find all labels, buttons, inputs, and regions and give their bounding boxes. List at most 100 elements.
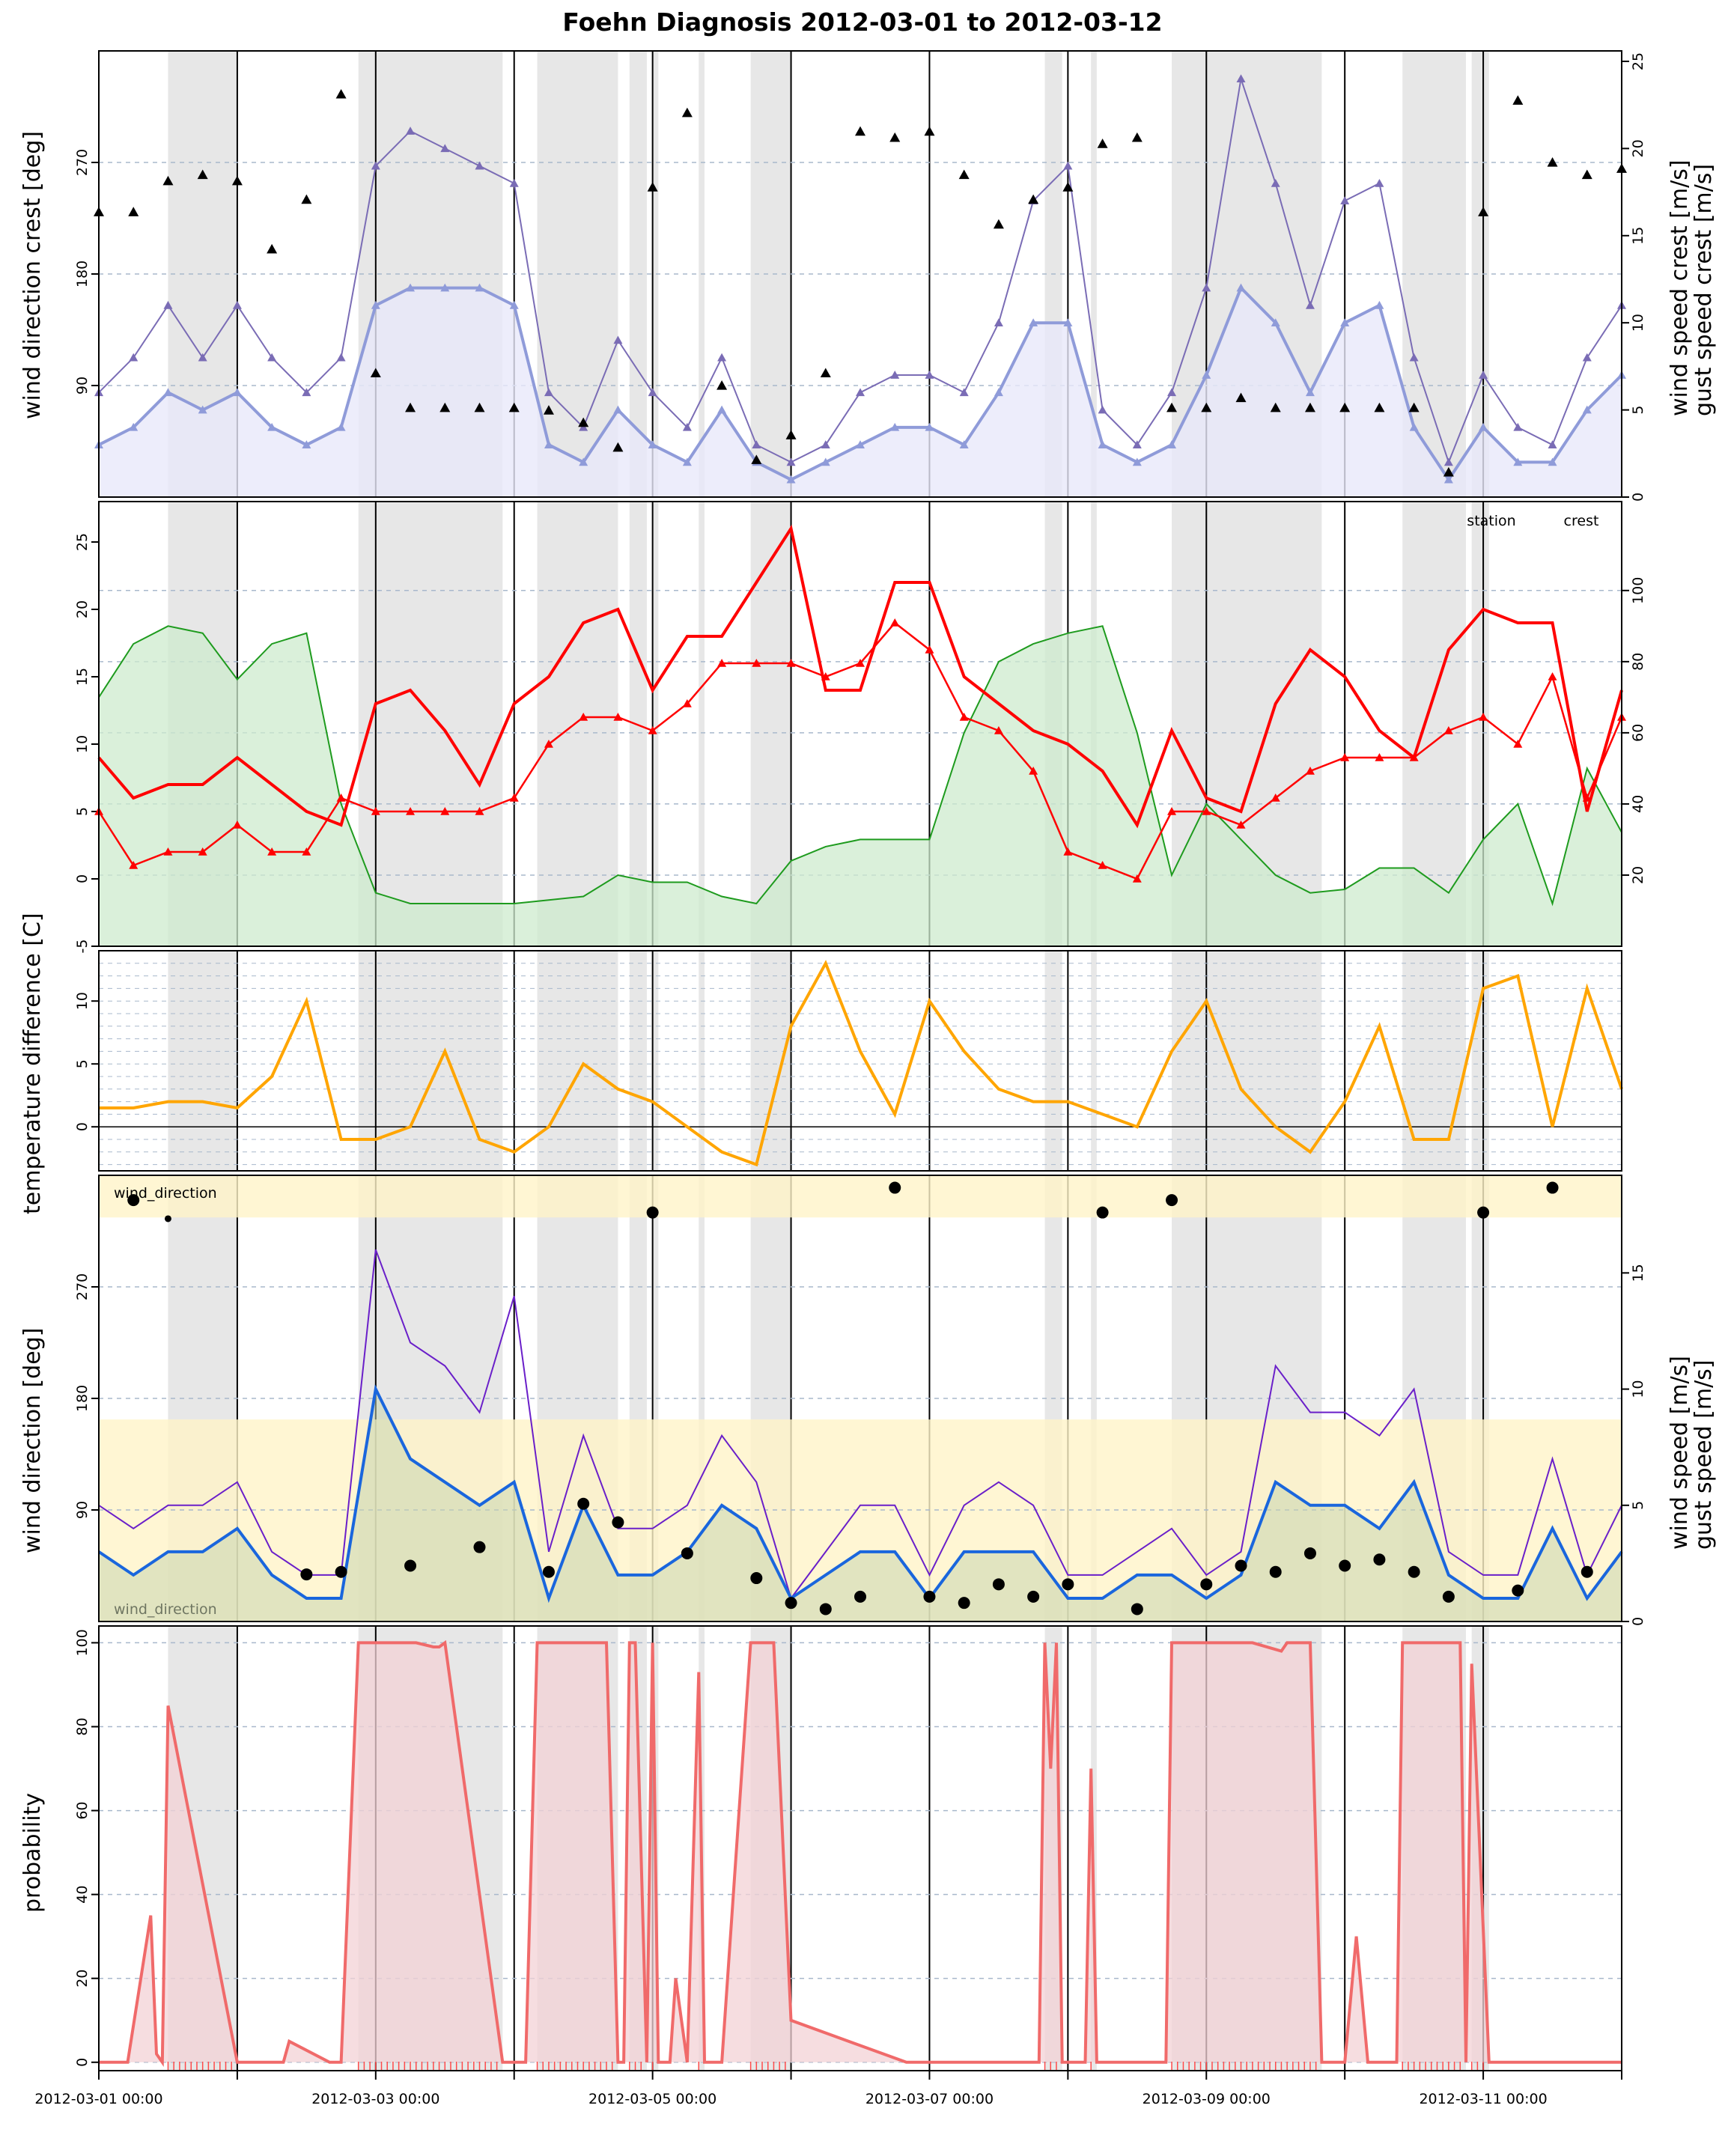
crest-temp-point xyxy=(267,847,277,856)
crest-gust-point xyxy=(1443,457,1453,466)
temp-left-tick-label: 20 xyxy=(74,600,91,618)
station-left-tick-label: 180 xyxy=(74,1385,91,1412)
station-direction-point xyxy=(750,1572,763,1585)
crest-gust-point xyxy=(509,178,519,187)
crest-gust-ylabel: gust speed crest [m/s] xyxy=(1691,163,1717,416)
crest-direction-point xyxy=(1062,182,1074,192)
crest-gust-point xyxy=(163,300,173,309)
crest-left-tick-label: 90 xyxy=(74,377,91,395)
station-direction-point xyxy=(335,1565,347,1578)
station-direction-ylabel: wind direction [deg] xyxy=(19,1327,46,1553)
humidity-right-tick-label: 100 xyxy=(1630,577,1646,604)
crest-direction-point xyxy=(474,402,485,412)
foehn-shade-2-3 xyxy=(629,951,647,1171)
crest-temp-point xyxy=(1271,794,1280,802)
crest-right-tick-label: 15 xyxy=(1630,227,1646,245)
station-direction-point xyxy=(1546,1181,1559,1194)
crest-speed-point xyxy=(994,388,1003,397)
crest-direction-point xyxy=(1339,402,1351,412)
crest-speed-point xyxy=(682,457,692,466)
crest-gust-point xyxy=(1409,353,1419,362)
crest-gust-point xyxy=(579,422,588,431)
crest-gust-point xyxy=(1063,161,1073,170)
crest-right-tick-label: 0 xyxy=(1630,493,1646,502)
crest-direction-point xyxy=(578,417,589,427)
crest-speed-point xyxy=(890,422,900,431)
crest-temp-point xyxy=(475,807,484,815)
crest-temp-point xyxy=(544,740,553,748)
probability-left-tick-label: 20 xyxy=(74,1970,91,1988)
crest-temp-point xyxy=(1063,847,1073,856)
station-direction-point xyxy=(646,1206,659,1219)
temp-left-tick-label: 10 xyxy=(74,735,91,753)
station-direction-point xyxy=(889,1181,901,1194)
crest-gust-point xyxy=(1375,178,1384,187)
crest-speed-point xyxy=(336,422,346,431)
crest-speed-point xyxy=(579,457,588,466)
station-right-tick-label: 15 xyxy=(1630,1264,1646,1282)
station-direction-point xyxy=(1373,1553,1386,1566)
probability-left-tick-label: 60 xyxy=(74,1801,91,1819)
humidity-right-tick-label: 20 xyxy=(1630,866,1646,884)
crest-direction-point xyxy=(1097,138,1108,148)
crest-gust-point xyxy=(1167,388,1177,397)
x-tick-label: 2012-03-01 00:00 xyxy=(34,2091,162,2107)
crest-direction-point xyxy=(993,219,1004,229)
crest-speed-point xyxy=(129,422,139,431)
station-right-tick-label: 10 xyxy=(1630,1380,1646,1398)
crest-gust-point xyxy=(1582,353,1592,362)
crest-gust-point xyxy=(994,318,1003,326)
crest-speed-point xyxy=(959,440,969,448)
station-direction-point xyxy=(1131,1603,1143,1616)
crest-direction-point xyxy=(1547,157,1558,167)
crest-temp-point xyxy=(163,847,173,856)
probability-left-tick-label: 80 xyxy=(74,1717,91,1735)
station-direction-point xyxy=(164,1215,171,1222)
probability-area xyxy=(99,1642,1622,2062)
station-speed-ylabel: wind speed [m/s] xyxy=(1667,1356,1693,1550)
crest-speed-point xyxy=(302,440,311,448)
crest-gust-point xyxy=(786,457,796,466)
crest-temp-point xyxy=(371,807,380,815)
crest-gust-point xyxy=(925,371,934,379)
temp-left-tick-label: 15 xyxy=(74,668,91,686)
crest-right-tick-label: 5 xyxy=(1630,406,1646,415)
crest-temp-point xyxy=(406,807,416,815)
x-tick-label: 2012-03-05 00:00 xyxy=(588,2091,717,2107)
station-gust-line xyxy=(98,1249,1622,1601)
station-speed-line xyxy=(97,1384,1623,1604)
crest-direction-point xyxy=(1374,402,1385,412)
station-direction-point xyxy=(300,1568,313,1581)
crest-speed-point xyxy=(613,405,623,414)
temp-left-tick-label: 25 xyxy=(74,533,91,551)
foehn-shade-2-8 xyxy=(1091,951,1097,1171)
x-tick-label: 2012-03-09 00:00 xyxy=(1143,2091,1271,2107)
crest-temp-point xyxy=(613,713,623,721)
crest-speed-point xyxy=(440,283,450,292)
crest-direction-point xyxy=(1166,402,1178,412)
panel-frame-0 xyxy=(98,50,1622,498)
station-direction-point xyxy=(1027,1590,1040,1603)
crest-direction-point xyxy=(267,243,278,254)
foehn-shade-2-0 xyxy=(168,951,237,1171)
foehn-shade-1-3 xyxy=(629,502,647,946)
crest-temp-point xyxy=(1098,861,1107,869)
station-direction-point xyxy=(1339,1559,1351,1572)
station-direction-point xyxy=(1062,1578,1074,1591)
foehn-shade-1-5 xyxy=(699,502,705,946)
crest-speed-point xyxy=(1443,475,1453,484)
foehn-shade-2-5 xyxy=(699,951,705,1171)
foehn-shade-1-11 xyxy=(1471,502,1489,946)
crest-speed-point xyxy=(267,422,277,431)
station-right-tick-label: 0 xyxy=(1630,1617,1646,1626)
crest-speed-point xyxy=(821,457,830,466)
crest-direction-point xyxy=(1443,466,1454,477)
crest-gust-point xyxy=(1132,440,1142,448)
station-direction-point xyxy=(1477,1206,1490,1219)
station-direction-point xyxy=(992,1578,1005,1591)
crest-gust-point xyxy=(406,127,416,135)
crest-temp-point xyxy=(1548,672,1557,680)
crest-gust-point xyxy=(475,161,484,170)
station-direction-point xyxy=(1166,1194,1178,1207)
